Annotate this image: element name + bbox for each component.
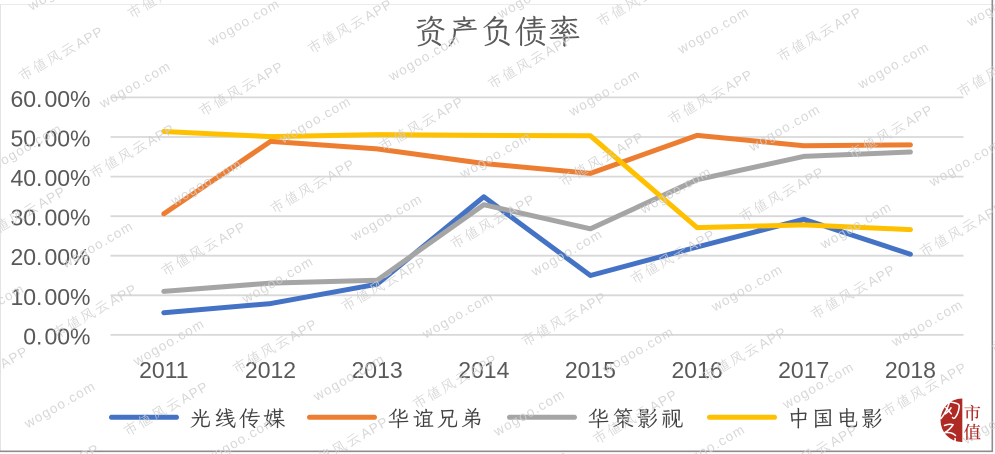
svg-text:2016: 2016 xyxy=(672,357,723,383)
svg-text:40.00%: 40.00% xyxy=(10,165,90,191)
svg-text:2012: 2012 xyxy=(245,357,296,383)
svg-text:10.00%: 10.00% xyxy=(10,284,90,310)
svg-text:2018: 2018 xyxy=(885,357,936,383)
svg-text:30.00%: 30.00% xyxy=(10,205,90,231)
svg-text:0.00%: 0.00% xyxy=(23,323,90,349)
svg-text:60.00%: 60.00% xyxy=(10,86,90,112)
